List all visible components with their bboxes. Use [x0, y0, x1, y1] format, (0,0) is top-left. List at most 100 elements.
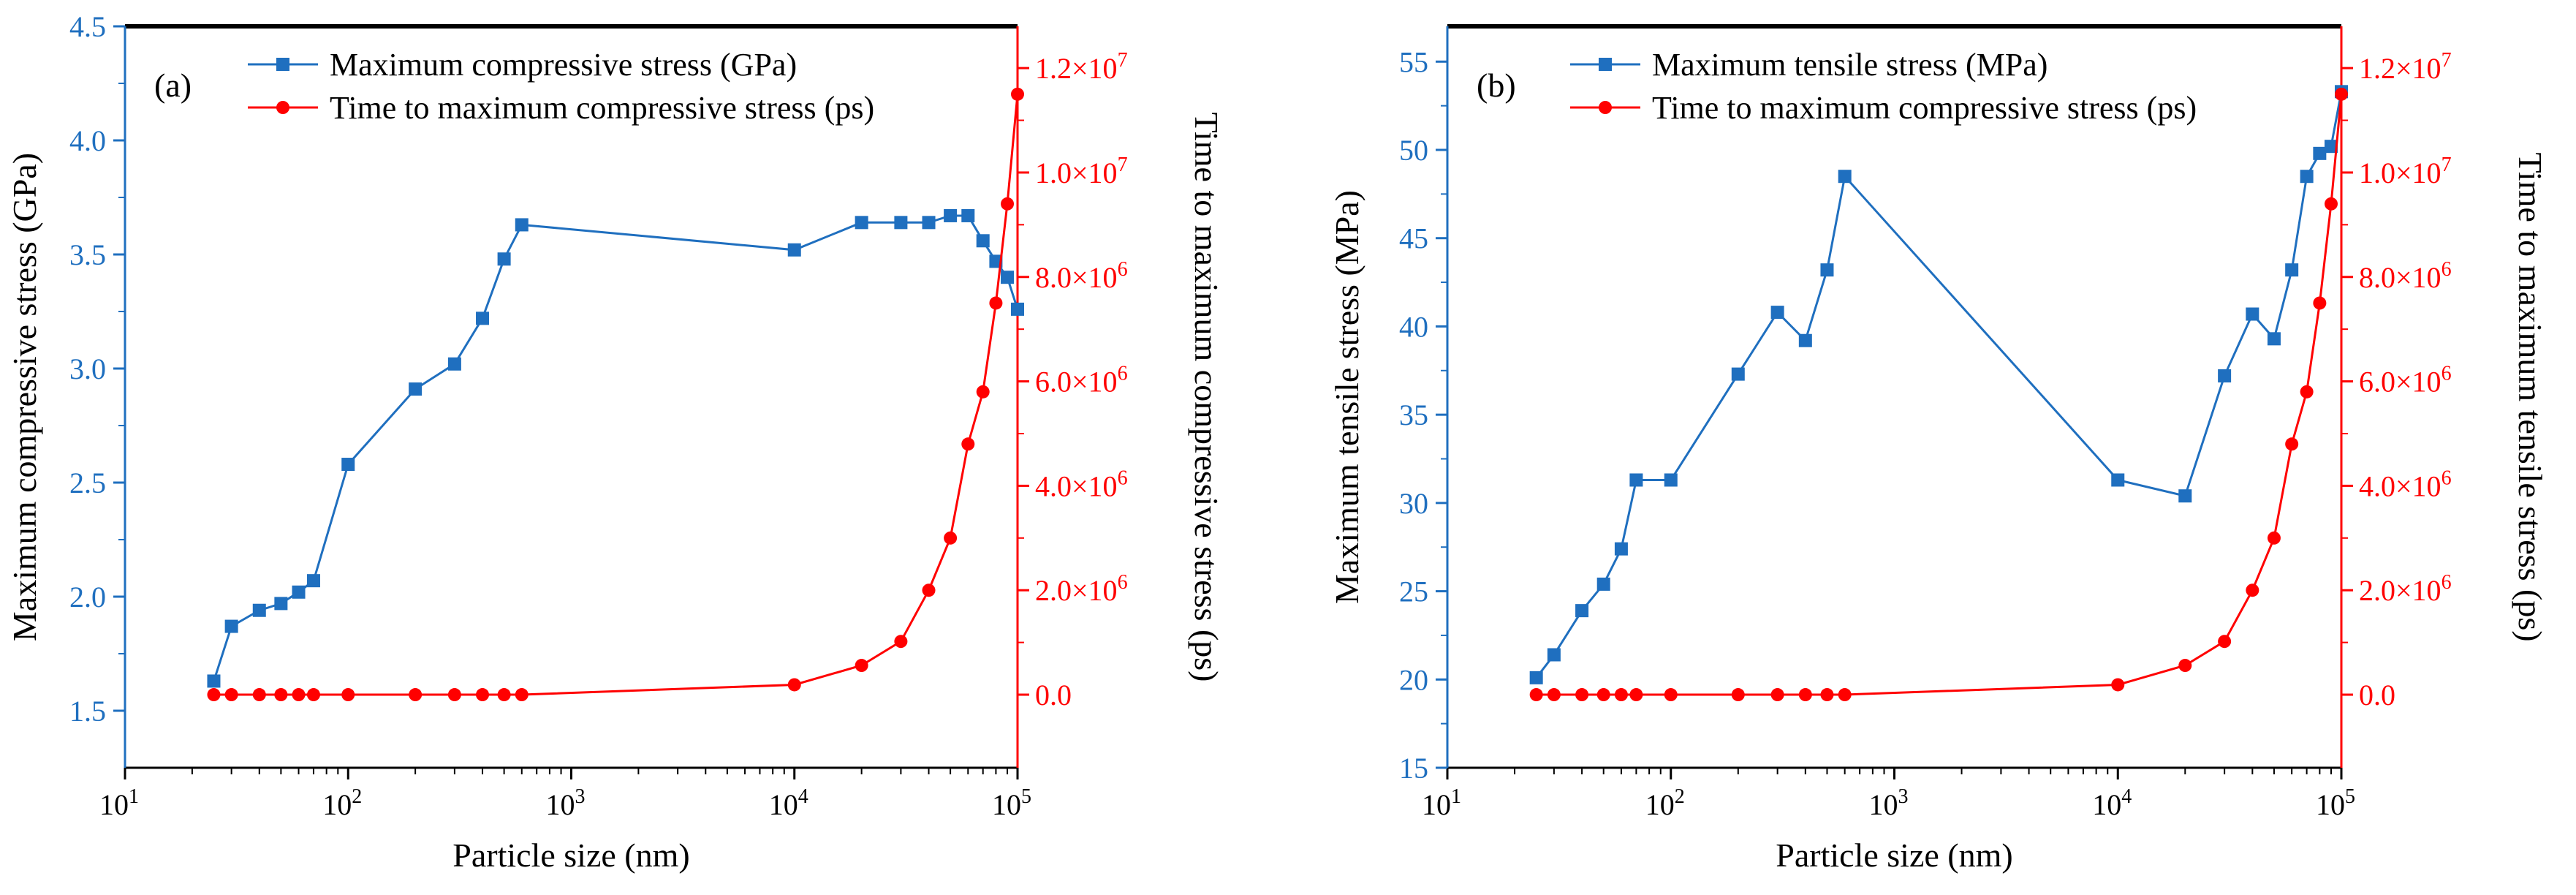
- time-data-point: [274, 688, 288, 702]
- time-data-point: [2218, 635, 2232, 649]
- x-tick-label: 102: [322, 785, 362, 821]
- time-data-point: [989, 296, 1003, 310]
- time-data-point: [787, 678, 801, 692]
- stress-data-point: [1838, 170, 1852, 184]
- left-tick-label: 15: [1399, 752, 1428, 785]
- stress-data-point: [1529, 671, 1543, 684]
- x-axis-title: Particle size (nm): [452, 837, 689, 874]
- stress-data-point: [292, 585, 306, 599]
- x-tick-label: 101: [1422, 785, 1461, 821]
- stress-data-point: [2285, 263, 2299, 277]
- stress-data-point: [2267, 332, 2281, 346]
- stress-data-point: [1575, 604, 1589, 618]
- left-tick-label: 4.0: [69, 124, 106, 157]
- stress-data-point: [1820, 263, 1834, 277]
- right-tick-label: 6.0×106: [2359, 363, 2452, 399]
- stress-data-point: [1629, 473, 1643, 487]
- x-tick-label: 104: [769, 785, 808, 821]
- left-tick-label: 1.5: [69, 695, 106, 728]
- x-tick-label: 104: [2092, 785, 2132, 821]
- stress-data-point: [224, 619, 238, 633]
- panel-label: (a): [154, 67, 192, 104]
- stress-data-point: [497, 252, 511, 266]
- x-tick-label: 102: [1645, 785, 1685, 821]
- time-data-point: [922, 584, 936, 597]
- time-data-point: [2285, 437, 2299, 451]
- time-data-point: [894, 635, 908, 649]
- x-tick-label: 105: [992, 785, 1031, 821]
- stress-data-point: [989, 254, 1003, 268]
- time-data-point: [2246, 584, 2259, 597]
- stress-data-point: [1798, 333, 1812, 347]
- time-data-point: [1629, 688, 1643, 702]
- time-data-point: [1011, 87, 1024, 101]
- x-tick-label: 103: [1869, 785, 1909, 821]
- time-data-point: [2267, 531, 2281, 545]
- right-tick-label: 0.0: [1035, 679, 1072, 711]
- x-tick-label: 105: [2316, 785, 2355, 821]
- left-tick-label: 3.0: [69, 352, 106, 385]
- stress-data-point: [976, 234, 990, 248]
- left-tick-label: 3.5: [69, 238, 106, 271]
- legend-label: Time to maximum compressive stress (ps): [1652, 90, 2197, 126]
- left-tick-label: 55: [1399, 45, 1428, 78]
- stress-series-line: [1535, 91, 2343, 679]
- legend-label: Maximum tensile stress (MPa): [1652, 47, 2047, 83]
- stress-data-point: [855, 216, 868, 230]
- time-data-point: [961, 437, 975, 451]
- time-data-point: [1547, 688, 1561, 702]
- right-tick-label: 0.0: [2359, 679, 2395, 711]
- time-data-point: [2313, 296, 2327, 310]
- stress-data-point: [447, 357, 461, 371]
- left-tick-label: 45: [1399, 222, 1428, 255]
- stress-data-point: [1664, 473, 1678, 487]
- legend-marker: [1599, 58, 1612, 71]
- stress-data-point: [2218, 369, 2232, 383]
- stress-data-point: [274, 597, 288, 611]
- time-data-point: [2300, 385, 2314, 399]
- legend-marker: [276, 101, 289, 114]
- stress-data-point: [961, 208, 975, 222]
- stress-data-point: [2313, 146, 2327, 160]
- left-tick-label: 20: [1399, 663, 1428, 696]
- right-tick-label: 8.0×106: [2359, 258, 2452, 294]
- time-data-point: [341, 688, 355, 702]
- time-series-line: [1536, 94, 2343, 696]
- stress-data-point: [2111, 473, 2125, 487]
- left-tick-label: 50: [1399, 134, 1428, 167]
- stress-data-point: [944, 208, 958, 222]
- stress-data-point: [207, 674, 221, 688]
- stress-data-point: [1001, 271, 1015, 284]
- legend-marker: [276, 58, 289, 71]
- right-tick-label: 6.0×106: [1035, 363, 1128, 399]
- time-data-point: [497, 688, 511, 702]
- stress-data-point: [252, 603, 266, 617]
- time-data-point: [944, 531, 958, 545]
- panel-b: 101 102 103 104 105 15 20 25 30 35 40 45 50 55 0.0 2.0×…: [1328, 24, 2549, 874]
- time-data-point: [1529, 688, 1543, 702]
- time-data-point: [2178, 659, 2192, 673]
- right-tick-label: 1.0×107: [1035, 154, 1128, 189]
- panel-label: (b): [1477, 67, 1516, 104]
- time-data-point: [292, 688, 306, 702]
- time-data-point: [515, 688, 529, 702]
- stress-data-point: [341, 458, 355, 472]
- time-data-point: [207, 688, 221, 702]
- x-tick-label: 103: [546, 785, 586, 821]
- stress-data-point: [1770, 306, 1784, 320]
- stress-data-point: [2246, 307, 2259, 321]
- left-axis-title: Maximum tensile stress (MPa): [1328, 190, 1365, 604]
- stress-data-point: [922, 216, 936, 230]
- stress-series-line: [213, 214, 1019, 681]
- time-data-point: [1731, 688, 1745, 702]
- stress-data-point: [515, 218, 529, 232]
- stress-data-point: [1596, 577, 1610, 591]
- time-data-point: [2325, 197, 2338, 211]
- right-tick-label: 2.0×106: [2359, 571, 2452, 607]
- right-tick-label: 4.0×106: [2359, 467, 2452, 502]
- time-data-point: [1770, 688, 1784, 702]
- stress-data-point: [2178, 489, 2192, 503]
- time-data-point: [1614, 688, 1628, 702]
- stress-data-point: [2325, 140, 2338, 154]
